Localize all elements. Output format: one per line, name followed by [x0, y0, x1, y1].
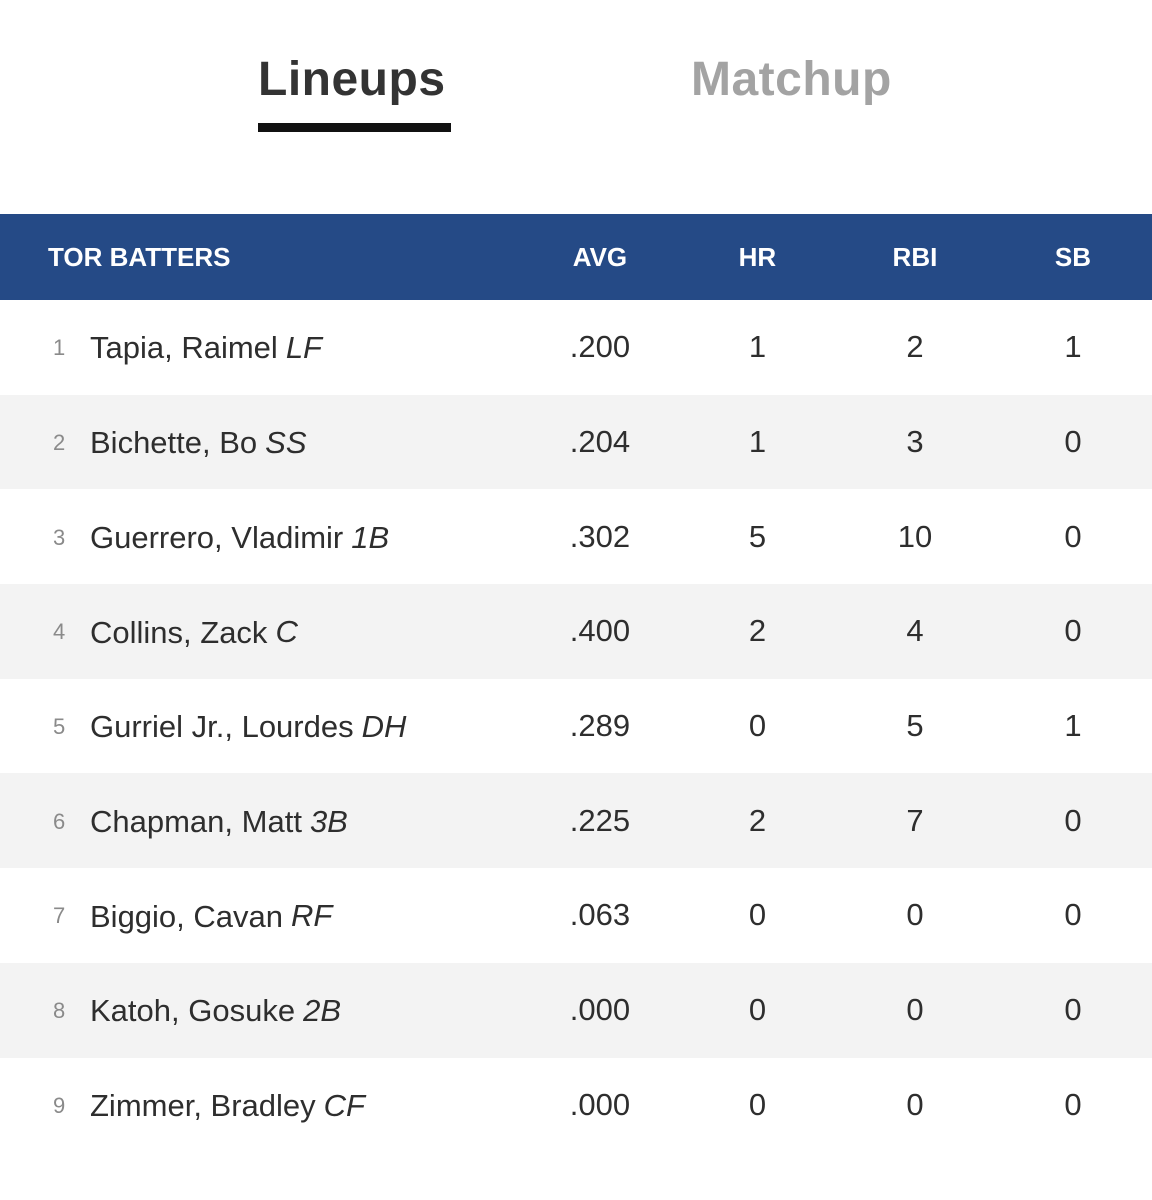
- player-name[interactable]: Tapia, Raimel: [90, 330, 278, 366]
- batting-order: 5: [53, 714, 66, 739]
- player-cell: 5 Gurriel Jr., Lourdes DH: [0, 679, 521, 774]
- batting-order: 6: [53, 808, 66, 834]
- hr-value: 2: [748, 802, 767, 838]
- sb-value: 0: [1064, 613, 1082, 649]
- batting-order: 2: [53, 429, 66, 455]
- player-name[interactable]: Zimmer, Bradley: [90, 1087, 316, 1123]
- sb-value: 0: [1064, 518, 1082, 554]
- table-row[interactable]: 2 Bichette, Bo SS .204 1 3 0: [0, 394, 1152, 490]
- active-tab-indicator: [258, 123, 451, 132]
- hr-value: 1: [748, 424, 767, 460]
- avg-value: .000: [569, 992, 631, 1028]
- player-cell: 6 Chapman, Matt 3B: [0, 773, 521, 868]
- player-position: DH: [361, 709, 407, 744]
- sb-value: 0: [1064, 1086, 1082, 1122]
- player-position: RF: [291, 898, 333, 934]
- player-cell: 8 Katoh, Gosuke 2B: [0, 963, 521, 1058]
- player-cell: 2 Bichette, Bo SS: [0, 395, 521, 490]
- avg-value: .000: [569, 1086, 631, 1122]
- batting-order: 4: [53, 619, 66, 645]
- sb-value: 0: [1064, 424, 1082, 460]
- avg-value: .302: [569, 518, 631, 554]
- table-row[interactable]: 8 Katoh, Gosuke 2B .000 0 0 0: [0, 962, 1152, 1058]
- rbi-value: 4: [906, 613, 924, 649]
- hr-value: 0: [748, 708, 767, 744]
- tab-matchup[interactable]: Matchup: [691, 53, 892, 106]
- rbi-value: 2: [906, 329, 924, 365]
- player-name[interactable]: Katoh, Gosuke: [90, 993, 296, 1029]
- header-hr[interactable]: HR: [738, 241, 777, 272]
- rbi-value: 0: [906, 1086, 924, 1122]
- table-body: 1 Tapia, Raimel LF .200 1 2 1 2 Bichette, B…: [0, 300, 1152, 1152]
- table-row[interactable]: 1 Tapia, Raimel LF .200 1 2 1: [0, 300, 1152, 395]
- batting-order: 7: [53, 903, 66, 929]
- player-cell: 1 Tapia, Raimel LF: [0, 300, 521, 395]
- sb-value: 0: [1064, 992, 1082, 1028]
- hr-value: 0: [748, 897, 767, 933]
- sb-value: 0: [1064, 802, 1082, 838]
- rbi-value: 10: [897, 518, 933, 554]
- player-cell: 3 Guerrero, Vladimir 1B: [0, 489, 521, 584]
- rbi-value: 5: [906, 708, 924, 744]
- rbi-value: 3: [906, 424, 924, 460]
- player-position: 1B: [351, 519, 390, 555]
- player-name[interactable]: Collins, Zack: [90, 614, 268, 650]
- header-rbi[interactable]: RBI: [892, 241, 938, 272]
- sb-value: 0: [1064, 897, 1082, 933]
- tab-bar: Lineups Matchup: [0, 0, 1152, 214]
- player-cell: 9 Zimmer, Bradley CF: [0, 1058, 521, 1153]
- player-name[interactable]: Biggio, Cavan: [90, 898, 284, 934]
- player-name[interactable]: Bichette, Bo: [90, 424, 258, 460]
- table-row[interactable]: 7 Biggio, Cavan RF .063 0 0 0: [0, 868, 1152, 963]
- player-position: LF: [285, 330, 322, 366]
- table-row[interactable]: 3 Guerrero, Vladimir 1B .302 5 10 0: [0, 489, 1152, 584]
- tab-lineups[interactable]: Lineups: [258, 53, 446, 106]
- header-sb[interactable]: SB: [1054, 241, 1092, 272]
- batters-table: TOR BATTERS AVG HR RBI SB 1 Tapia, Raimel…: [0, 214, 1152, 1152]
- sb-value: 1: [1064, 708, 1082, 744]
- hr-value: 2: [748, 613, 767, 649]
- table-row[interactable]: 6 Chapman, Matt 3B .225 2 7 0: [0, 773, 1152, 869]
- batting-order: 9: [53, 1092, 66, 1118]
- player-position: SS: [265, 424, 307, 460]
- hr-value: 5: [748, 518, 767, 554]
- batting-order: 8: [53, 998, 66, 1024]
- hr-value: 0: [748, 992, 767, 1028]
- player-position: 3B: [309, 803, 348, 839]
- rbi-value: 0: [906, 992, 924, 1028]
- batting-order: 3: [53, 524, 66, 550]
- player-cell: 4 Collins, Zack C: [0, 584, 521, 679]
- avg-value: .063: [569, 897, 631, 933]
- table-header: TOR BATTERS AVG HR RBI SB: [0, 214, 1152, 300]
- header-row: TOR BATTERS AVG HR RBI SB: [0, 214, 1152, 300]
- header-avg[interactable]: AVG: [572, 241, 628, 272]
- table-row[interactable]: 4 Collins, Zack C .400 2 4 0: [0, 584, 1152, 679]
- player-position: C: [275, 614, 298, 650]
- avg-value: .200: [569, 329, 631, 365]
- player-name[interactable]: Gurriel Jr., Lourdes: [90, 709, 354, 744]
- player-name[interactable]: Guerrero, Vladimir: [90, 519, 344, 555]
- avg-value: .400: [569, 613, 631, 649]
- player-name[interactable]: Chapman, Matt: [90, 803, 302, 839]
- rbi-value: 0: [906, 897, 924, 933]
- avg-value: .289: [569, 708, 631, 744]
- batting-order: 1: [53, 335, 66, 361]
- rbi-value: 7: [906, 802, 924, 838]
- header-team-batters: TOR BATTERS: [48, 241, 231, 272]
- hr-value: 1: [748, 329, 767, 365]
- avg-value: .204: [569, 424, 631, 460]
- table-row[interactable]: 9 Zimmer, Bradley CF .000 0 0 0: [0, 1058, 1152, 1153]
- player-cell: 7 Biggio, Cavan RF: [0, 868, 521, 963]
- sb-value: 1: [1064, 329, 1082, 365]
- table-row[interactable]: 5 Gurriel Jr., Lourdes DH .289 0 5 1: [0, 679, 1152, 774]
- avg-value: .225: [569, 802, 631, 838]
- player-position: 2B: [303, 993, 341, 1029]
- hr-value: 0: [748, 1086, 767, 1122]
- player-position: CF: [323, 1087, 365, 1123]
